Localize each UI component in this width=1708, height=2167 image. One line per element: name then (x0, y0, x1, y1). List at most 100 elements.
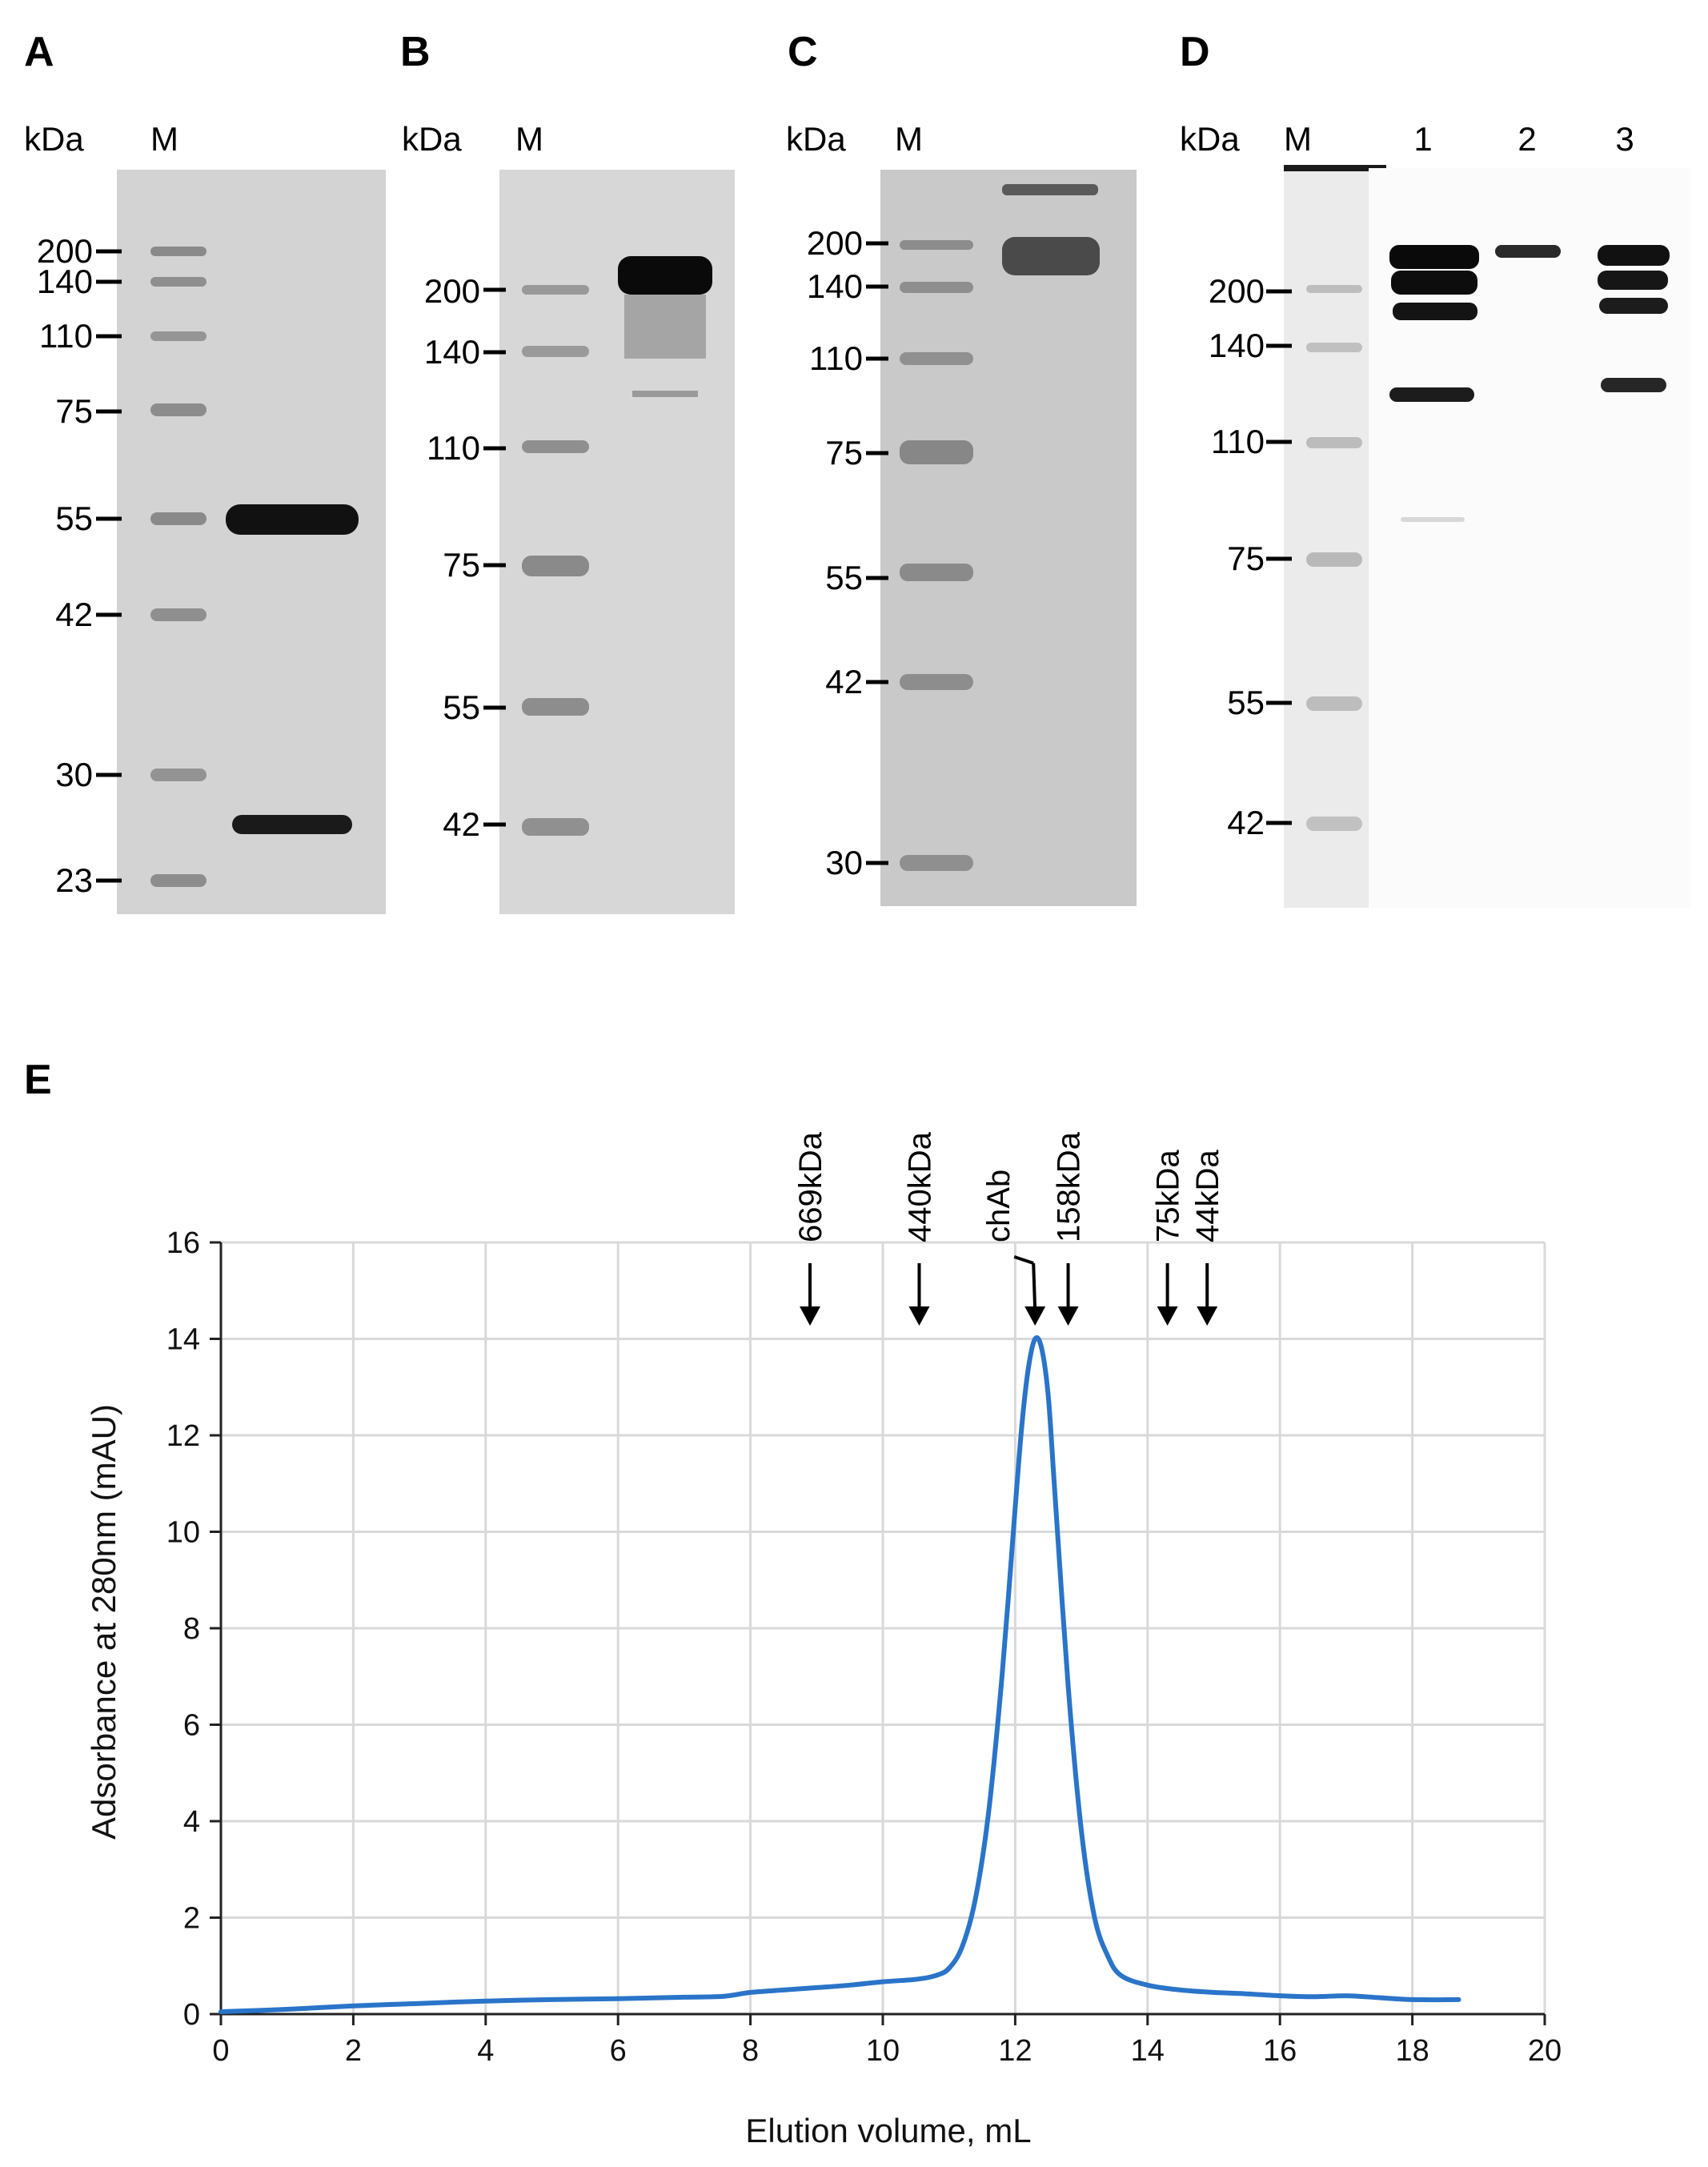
x-axis-title: Elution volume, mL (745, 2112, 1031, 2149)
chart-panel-e: E 0 2 4 6 8 10 12 14 16 18 20 0 2 4 6 8 10 12 14 16 669kDa 4… (24, 1057, 1562, 2149)
y-tick-label: 4 (183, 1805, 200, 1839)
mw-label: 200 (807, 224, 863, 262)
mw-labels-c: 200 140 110 75 55 42 30 (807, 224, 863, 881)
ladder-lane-a (150, 247, 206, 887)
sample-band-minor (1002, 184, 1098, 195)
blot-band (1601, 378, 1666, 392)
annotation-label: 75kDa (1151, 1150, 1186, 1242)
annotation-leader (1013, 1255, 1034, 1265)
x-tick-label: 0 (212, 2034, 229, 2068)
annotation-label: 44kDa (1190, 1150, 1225, 1242)
blot-lane-3 (1598, 245, 1670, 392)
annotation-arrow-head (1024, 1306, 1046, 1326)
lane-header-a-m: M (150, 120, 178, 158)
mw-label: 55 (1227, 684, 1265, 721)
ladder-band (1306, 343, 1362, 352)
mw-label: 23 (55, 861, 93, 899)
mw-label: 200 (37, 232, 93, 270)
mw-label: 200 (424, 272, 480, 310)
ladder-band (150, 403, 206, 416)
y-tick-label: 6 (183, 1709, 200, 1743)
x-tick-label: 14 (1131, 2034, 1165, 2068)
ladder-band (150, 512, 206, 525)
ladder-band (522, 440, 589, 453)
mw-label: 42 (1227, 804, 1265, 841)
units-label-d: kDa (1180, 120, 1240, 158)
blot-band-faint (1401, 517, 1465, 522)
ladder-band (1306, 437, 1362, 448)
gel-panel-b: B kDa M 200 140 110 75 55 4 (400, 29, 735, 914)
mw-label: 200 (1209, 272, 1265, 310)
sample-band-intact-antibody (1002, 237, 1100, 275)
ladder-band (900, 282, 973, 293)
gel-image-c (880, 170, 1137, 906)
chart-axes: 0 2 4 6 8 10 12 14 16 18 20 0 2 4 6 8 10 12 14 16 (166, 1226, 1562, 2068)
ladder-band (900, 352, 973, 365)
mw-label: 140 (1209, 327, 1265, 364)
mw-label: 55 (443, 688, 480, 726)
x-tick-label: 16 (1263, 2034, 1297, 2068)
gel-panel-d: D kDa M 1 2 3 (1180, 29, 1690, 908)
x-tick-label: 4 (477, 2034, 494, 2068)
x-tick-label: 12 (998, 2034, 1032, 2068)
sample-band-intact-antibody (618, 256, 712, 295)
panel-letter-a: A (24, 29, 54, 75)
mw-label: 30 (55, 756, 93, 793)
y-tick-label: 2 (183, 1902, 200, 1936)
gel-panel-c: C kDa M 200 140 110 75 5 (786, 29, 1137, 906)
ladder-band (150, 608, 206, 621)
annotation-marker: 44kDa (1190, 1150, 1225, 1326)
annotation-marker: 75kDa (1151, 1150, 1186, 1326)
ladder-band (900, 240, 973, 250)
mw-label: 110 (809, 339, 863, 377)
y-tick-label: 14 (166, 1323, 200, 1357)
annotation-marker: 669kDa (793, 1131, 828, 1326)
x-tick-label: 10 (866, 2034, 900, 2068)
lane-header-c-m: M (895, 120, 923, 158)
gel-image-d-marker-lane (1284, 168, 1369, 908)
ladder-lane-d (1306, 285, 1362, 831)
panel-letter-e: E (24, 1057, 52, 1103)
ladder-band (150, 874, 206, 887)
panel-letter-c: C (788, 29, 818, 75)
mw-ticks-b (483, 287, 506, 827)
x-tick-label: 2 (345, 2034, 362, 2068)
mw-label: 42 (443, 805, 480, 843)
sample-band-minor (632, 391, 698, 397)
panel-letter-b: B (400, 29, 431, 75)
gel-edge (1284, 165, 1386, 171)
blot-band (1389, 245, 1479, 269)
lane-header-d-m: M (1284, 120, 1312, 158)
mw-label: 75 (1227, 540, 1265, 577)
mw-label: 140 (807, 267, 863, 305)
ladder-band (1306, 285, 1362, 293)
y-tick-label: 8 (183, 1612, 200, 1646)
ladder-band (150, 277, 206, 287)
ladder-lane-c (900, 240, 973, 871)
mw-label: 55 (55, 500, 93, 537)
annotation-marker: chAb (981, 1170, 1046, 1326)
x-tick-label: 18 (1395, 2034, 1429, 2068)
lane-header-b-m: M (515, 120, 543, 158)
annotation-arrow-head (1157, 1306, 1178, 1326)
annotation-label: 158kDa (1052, 1131, 1087, 1242)
mw-label: 110 (427, 429, 480, 467)
ladder-band (1306, 696, 1362, 711)
units-label-a: kDa (24, 120, 84, 158)
blot-band (1389, 387, 1474, 402)
mw-label: 42 (55, 596, 93, 633)
lane-header-d-2: 2 (1518, 120, 1536, 158)
blot-band (1393, 303, 1477, 320)
annotation-label: 440kDa (902, 1131, 937, 1242)
mw-labels-d: 200 140 110 75 55 42 (1209, 272, 1265, 841)
mw-ticks-c (866, 241, 888, 865)
chart-series (219, 1335, 1461, 2014)
sample-band-heavy-chain (226, 504, 359, 535)
units-label-b: kDa (402, 120, 462, 158)
sample-smear (624, 295, 706, 359)
mw-label: 55 (825, 559, 863, 596)
ladder-band (900, 440, 973, 464)
ladder-band (522, 285, 589, 295)
ladder-band (900, 855, 973, 871)
